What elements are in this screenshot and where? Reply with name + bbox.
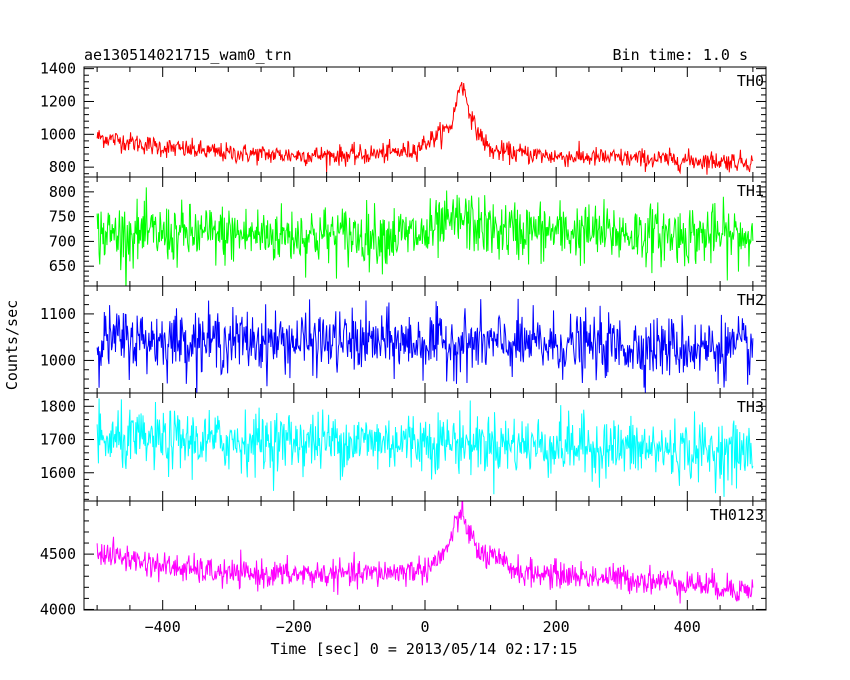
series-line-th3 (96, 398, 754, 497)
panel-th0123: 4000 4500 TH0123 −400 −200 0 200 400 (40, 500, 767, 636)
panel-frame (83, 500, 767, 611)
panel-frame (83, 66, 767, 178)
y-tick-label: 650 (49, 257, 76, 275)
panel-th1: 650 700 750 800 TH1 (49, 176, 767, 287)
series-line-th1 (96, 187, 754, 286)
panel-frame (83, 392, 767, 502)
panel-th3: 1600 1700 1800 TH3 (40, 392, 767, 502)
bin-time-label: Bin time: 1.0 s (613, 46, 748, 64)
series-line-th0 (96, 81, 754, 175)
y-tick-label: 1200 (40, 92, 76, 110)
y-tick-label: 1100 (40, 305, 76, 323)
y-tick-label: 800 (49, 183, 76, 201)
y-axis-label: Counts/sec (3, 300, 21, 390)
y-tick-label: 4000 (40, 600, 76, 618)
y-tick-label: 1800 (40, 397, 76, 415)
panel-th0: 800 1000 1200 1400 TH0 (40, 60, 767, 178)
series-label-th1: TH1 (737, 182, 764, 200)
y-tick-label: 1000 (40, 125, 76, 143)
series-line-th0123 (96, 501, 754, 604)
y-tick-label: 800 (49, 158, 76, 176)
y-tick-label: 1000 (40, 351, 76, 369)
series-label-th2: TH2 (737, 291, 764, 309)
y-tick-label: 4500 (40, 545, 76, 563)
y-tick-label: 1400 (40, 60, 76, 78)
y-tick-label: 700 (49, 232, 76, 250)
series-label-th0123: TH0123 (710, 506, 764, 524)
x-tick-label: 400 (674, 618, 701, 636)
x-tick-label: −400 (145, 618, 181, 636)
y-tick-label: 1600 (40, 464, 76, 482)
panel-th2: 1000 1100 TH2 (40, 285, 767, 394)
x-tick-label: 0 (420, 618, 429, 636)
series-line-th2 (96, 298, 754, 393)
x-axis-label: Time [sec] 0 = 2013/05/14 02:17:15 (270, 640, 577, 658)
series-label-th0: TH0 (737, 72, 764, 90)
panels: 800 1000 1200 1400 TH0 650 700 750 800 TH1 1000 110… (40, 60, 767, 636)
x-tick-label: −200 (276, 618, 312, 636)
y-tick-label: 1700 (40, 431, 76, 449)
x-tick-label: 200 (543, 618, 570, 636)
plot-title: ae130514021715_wam0_trn (84, 46, 292, 64)
y-tick-label: 750 (49, 208, 76, 226)
series-label-th3: TH3 (737, 398, 764, 416)
